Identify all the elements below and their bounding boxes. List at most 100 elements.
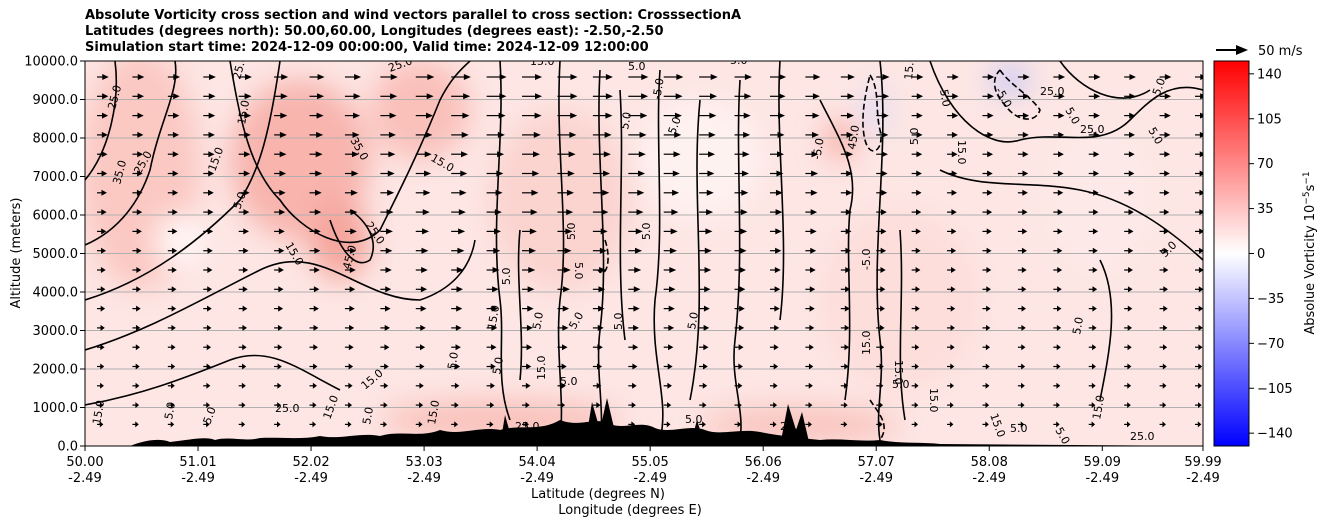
wind-vector-head <box>242 324 248 331</box>
wind-vector-head <box>1058 131 1065 138</box>
wind-vector-head <box>605 74 613 80</box>
wind-vector-head <box>916 189 922 196</box>
wind-vector-head <box>242 344 247 351</box>
wind-vector-head <box>774 267 781 273</box>
wind-vector-head <box>528 267 536 273</box>
wind-vector-head <box>738 324 745 331</box>
wind-vector-head <box>844 324 850 331</box>
wind-vector-head <box>173 112 180 119</box>
chart-title: Absolute Vorticity cross section and win… <box>85 8 741 56</box>
wind-vector-head <box>596 402 601 409</box>
wind-vector-head <box>704 286 711 293</box>
y-axis: 0.0 1000.0 2000.0 3000.0 4000.0 5000.0 6000.0 7… <box>24 55 85 455</box>
wind-vector-head <box>170 382 175 389</box>
wind-vector-head <box>670 228 678 235</box>
wind-vector-head <box>1128 247 1134 254</box>
wind-vector-head <box>499 93 507 100</box>
wind-vector-head <box>567 170 575 177</box>
wind-vector-head <box>1021 247 1027 254</box>
wind-vector-head <box>597 344 603 351</box>
wind-vector-head <box>424 151 432 158</box>
terrain <box>85 420 1203 446</box>
wind-vector-head <box>1093 131 1100 138</box>
wind-vector-head <box>1127 402 1131 409</box>
wind-vector-head <box>985 363 990 370</box>
wind-vector-head <box>242 363 247 370</box>
wind-vector-head <box>632 382 637 389</box>
wind-vector-head <box>349 267 356 273</box>
wind-vector-head <box>809 324 815 331</box>
wind-vector-head <box>1199 170 1203 177</box>
x-tick-label-lon: -2.49 <box>1085 471 1119 486</box>
wind-vector-head <box>137 93 145 100</box>
wind-vector-head <box>951 170 958 177</box>
wind-vector-head <box>641 74 649 80</box>
contour-label: 15.0 <box>90 399 107 425</box>
wind-vector-head <box>561 363 567 370</box>
wind-vector-head <box>845 209 852 216</box>
wind-vector-head <box>313 344 318 351</box>
wind-vector-head <box>463 74 471 80</box>
wind-vector-head <box>172 189 179 196</box>
x-tick-label-lon: -2.49 <box>972 471 1006 486</box>
wind-vector-head <box>845 247 852 254</box>
wind-vector-head <box>135 344 140 351</box>
wind-vector-head <box>987 74 995 80</box>
wind-vector-head <box>951 228 957 235</box>
wind-vector-head <box>985 421 989 428</box>
wind-vector-head <box>1056 421 1060 428</box>
wind-vector-head <box>491 324 498 331</box>
wind-vector-head <box>879 382 884 389</box>
contour-label: 25.0 <box>1040 85 1065 98</box>
wind-vector-head <box>1093 151 1100 158</box>
contour-label: 5.0 <box>360 406 376 425</box>
wind-vector-head <box>560 402 566 409</box>
wind-vector-head <box>738 363 743 370</box>
wind-vector-head <box>881 131 889 138</box>
wind-vector-head <box>672 170 680 177</box>
wind-vector-head <box>1057 209 1063 216</box>
wind-vector-head <box>914 421 918 428</box>
wind-vector-head <box>950 286 956 293</box>
wind-vector-head <box>279 189 286 196</box>
wind-vector-head <box>1127 344 1132 351</box>
contour-label: 15.0 <box>485 304 502 330</box>
wind-vector-head <box>605 112 613 119</box>
x-tick-label-lat: 53.03 <box>405 455 442 470</box>
x-tick-label-lat: 52.02 <box>292 455 329 470</box>
wind-vector-head <box>206 344 212 351</box>
wind-vector-head <box>172 209 178 216</box>
wind-vector-head <box>456 267 464 273</box>
wind-vector-head <box>1022 112 1030 119</box>
wind-vector-head <box>349 286 356 293</box>
wind-vector-head <box>1020 402 1025 409</box>
wind-vector-head <box>952 74 959 80</box>
wind-vector-head <box>135 324 141 331</box>
wind-vector-head <box>951 247 957 254</box>
wind-vector-head <box>1162 363 1167 370</box>
wind-vector-head <box>671 209 679 216</box>
wind-vector-head <box>385 267 392 273</box>
wind-vector-head <box>638 151 646 158</box>
wind-vector-head <box>914 363 919 370</box>
wind-vector-head <box>173 74 181 80</box>
wind-vector-head <box>1198 267 1203 273</box>
wind-vector-head <box>208 131 215 138</box>
wind-vector-head <box>668 324 675 331</box>
wind-vector-head <box>986 247 992 254</box>
x-axis-label-latitude: Latitude (degrees N) <box>531 487 665 502</box>
wind-vector-head <box>207 228 214 235</box>
wind-vector-head <box>1091 363 1096 370</box>
wind-vector-head <box>136 286 141 293</box>
wind-vector-head <box>424 170 432 177</box>
wind-vector-head <box>277 382 282 389</box>
wind-vector-head <box>949 421 954 428</box>
contour-label: 45.0 <box>845 124 862 150</box>
wind-vector-head <box>241 421 246 428</box>
x-tick-label-lat: 55.05 <box>632 455 669 470</box>
wind-vector-head <box>171 324 176 331</box>
wind-vector-head <box>277 363 282 370</box>
contour-label: 5.0 <box>572 262 585 280</box>
wind-vector-head <box>1164 151 1171 158</box>
